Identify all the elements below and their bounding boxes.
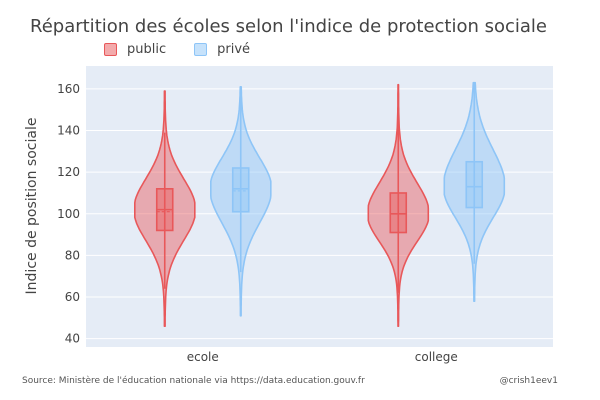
source-note: Source: Ministère de l'éducation nationa… <box>22 376 365 386</box>
x-tick-label-ecole: ecole <box>187 350 219 364</box>
y-tick-label-100: 100 <box>57 207 80 221</box>
legend-swatch-public <box>104 43 117 56</box>
legend-item-prive[interactable]: privé <box>194 42 250 57</box>
legend-label-prive: privé <box>217 42 251 57</box>
iqr-box-privé-college <box>465 160 484 209</box>
y-tick-label-40: 40 <box>65 332 80 346</box>
iqr-box-public-college <box>389 192 408 234</box>
legend-swatch-prive <box>194 43 208 56</box>
y-tick-label-60: 60 <box>65 290 80 304</box>
chart-title: Répartition des écoles selon l'indice de… <box>30 16 548 37</box>
legend-item-public[interactable]: public <box>104 42 166 57</box>
credit-note: @crish1eev1 <box>499 376 558 386</box>
y-tick-label-160: 160 <box>57 82 80 96</box>
y-tick-label-80: 80 <box>65 248 80 262</box>
legend-label-public: public <box>127 42 167 57</box>
iqr-box-privé-ecole <box>231 167 250 213</box>
x-tick-label-college: college <box>415 350 458 364</box>
y-tick-label-140: 140 <box>57 124 80 138</box>
y-tick-label-120: 120 <box>57 165 80 179</box>
legend: public privé <box>104 42 278 57</box>
